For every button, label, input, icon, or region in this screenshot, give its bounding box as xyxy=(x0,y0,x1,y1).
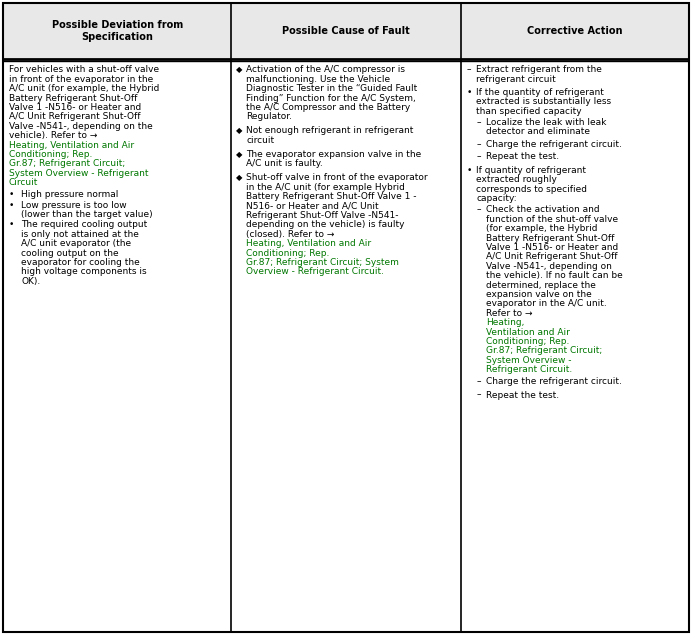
Text: Localize the leak with leak: Localize the leak with leak xyxy=(486,118,606,127)
Text: Battery Refrigerant Shut-Off: Battery Refrigerant Shut-Off xyxy=(9,93,138,103)
Text: If the quantity of refrigerant: If the quantity of refrigerant xyxy=(476,88,604,97)
Text: If quantity of refrigerant: If quantity of refrigerant xyxy=(476,166,586,175)
Text: Conditioning; Rep.: Conditioning; Rep. xyxy=(9,150,92,159)
Text: Refrigerant Shut-Off Valve -N541-: Refrigerant Shut-Off Valve -N541- xyxy=(246,211,399,220)
Text: (closed). Refer to →: (closed). Refer to → xyxy=(246,230,338,239)
Text: For vehicles with a shut-off valve: For vehicles with a shut-off valve xyxy=(9,65,159,74)
Text: Heating, Ventilation and Air: Heating, Ventilation and Air xyxy=(9,140,134,150)
Text: ◆: ◆ xyxy=(237,126,243,135)
Text: Circuit: Circuit xyxy=(9,178,38,187)
Text: Heating,: Heating, xyxy=(486,318,525,327)
Text: (for example, the Hybrid: (for example, the Hybrid xyxy=(486,224,597,233)
Text: The evaporator expansion valve in the: The evaporator expansion valve in the xyxy=(246,150,421,159)
Text: Gr.87; Refrigerant Circuit; System: Gr.87; Refrigerant Circuit; System xyxy=(246,258,399,267)
Text: evaporator in the A/C unit.: evaporator in the A/C unit. xyxy=(486,300,607,309)
Text: •: • xyxy=(9,201,15,210)
Text: in front of the evaporator in the: in front of the evaporator in the xyxy=(9,75,153,84)
Text: malfunctioning. Use the Vehicle: malfunctioning. Use the Vehicle xyxy=(246,75,390,84)
Text: –: – xyxy=(476,140,481,149)
Text: System Overview - Refrigerant: System Overview - Refrigerant xyxy=(9,169,149,178)
Text: Battery Refrigerant Shut-Off: Battery Refrigerant Shut-Off xyxy=(486,234,614,243)
Text: Repeat the test.: Repeat the test. xyxy=(486,391,559,399)
Text: corresponds to specified: corresponds to specified xyxy=(476,185,588,194)
Text: Battery Refrigerant Shut-Off Valve 1 -: Battery Refrigerant Shut-Off Valve 1 - xyxy=(246,192,417,201)
Text: Gr.87; Refrigerant Circuit;: Gr.87; Refrigerant Circuit; xyxy=(486,347,602,356)
Text: Valve 1 -N516- or Heater and: Valve 1 -N516- or Heater and xyxy=(9,103,141,112)
Text: Extract refrigerant from the: Extract refrigerant from the xyxy=(476,65,602,74)
Text: expansion valve on the: expansion valve on the xyxy=(486,290,592,299)
Text: •: • xyxy=(466,88,472,97)
Text: Low pressure is too low: Low pressure is too low xyxy=(21,201,127,210)
Text: Gr.87; Refrigerant Circuit;: Gr.87; Refrigerant Circuit; xyxy=(9,159,125,168)
Text: detector and eliminate: detector and eliminate xyxy=(486,128,590,137)
Text: Activation of the A/C compressor is: Activation of the A/C compressor is xyxy=(246,65,405,74)
Text: capacity:: capacity: xyxy=(476,194,517,203)
Text: A/C unit evaporator (the: A/C unit evaporator (the xyxy=(21,239,131,248)
Text: Possible Deviation from
Specification: Possible Deviation from Specification xyxy=(52,20,183,42)
Text: –: – xyxy=(476,152,481,161)
Text: Overview - Refrigerant Circuit.: Overview - Refrigerant Circuit. xyxy=(246,267,384,276)
Text: Valve -N541-, depending on: Valve -N541-, depending on xyxy=(486,262,612,271)
Text: High pressure normal: High pressure normal xyxy=(21,190,119,199)
Text: A/C Unit Refrigerant Shut-Off: A/C Unit Refrigerant Shut-Off xyxy=(9,112,140,121)
Text: Conditioning; Rep.: Conditioning; Rep. xyxy=(486,337,570,346)
Text: than specified capacity: than specified capacity xyxy=(476,107,582,116)
Text: Shut-off valve in front of the evaporator: Shut-off valve in front of the evaporato… xyxy=(246,173,428,182)
Text: Ventilation and Air: Ventilation and Air xyxy=(486,328,570,337)
Text: Valve -N541-, depending on the: Valve -N541-, depending on the xyxy=(9,122,153,131)
Text: the A/C Compressor and the Battery: the A/C Compressor and the Battery xyxy=(246,103,410,112)
Text: •: • xyxy=(466,166,472,175)
Text: N516- or Heater and A/C Unit: N516- or Heater and A/C Unit xyxy=(246,202,379,211)
Text: –: – xyxy=(476,206,481,215)
Text: evaporator for cooling the: evaporator for cooling the xyxy=(21,258,140,267)
Text: depending on the vehicle) is faulty: depending on the vehicle) is faulty xyxy=(246,220,405,229)
Text: refrigerant circuit: refrigerant circuit xyxy=(476,75,556,84)
Text: –: – xyxy=(466,65,471,74)
Text: Possible Cause of Fault: Possible Cause of Fault xyxy=(282,26,410,36)
Text: Not enough refrigerant in refrigerant: Not enough refrigerant in refrigerant xyxy=(246,126,414,135)
Text: ◆: ◆ xyxy=(237,65,243,74)
Text: Heating, Ventilation and Air: Heating, Ventilation and Air xyxy=(246,239,371,248)
Text: ◆: ◆ xyxy=(237,173,243,182)
Text: Charge the refrigerant circuit.: Charge the refrigerant circuit. xyxy=(486,140,622,149)
Text: A/C unit (for example, the Hybrid: A/C unit (for example, the Hybrid xyxy=(9,84,159,93)
Text: Diagnostic Tester in the “Guided Fault: Diagnostic Tester in the “Guided Fault xyxy=(246,84,417,93)
Text: –: – xyxy=(476,118,481,127)
Text: high voltage components is: high voltage components is xyxy=(21,267,147,276)
Text: circuit: circuit xyxy=(246,136,274,145)
Text: extracted roughly: extracted roughly xyxy=(476,175,557,184)
Text: ◆: ◆ xyxy=(237,150,243,159)
Text: is only not attained at the: is only not attained at the xyxy=(21,230,139,239)
Text: •: • xyxy=(9,190,15,199)
Text: •: • xyxy=(9,220,15,229)
Text: in the A/C unit (for example Hybrid: in the A/C unit (for example Hybrid xyxy=(246,183,405,192)
Text: Repeat the test.: Repeat the test. xyxy=(486,152,559,161)
Text: –: – xyxy=(476,377,481,387)
Text: OK).: OK). xyxy=(21,277,41,286)
Text: Regulator.: Regulator. xyxy=(246,112,292,121)
Bar xyxy=(3,3,689,59)
Text: Charge the refrigerant circuit.: Charge the refrigerant circuit. xyxy=(486,377,622,387)
Text: (lower than the target value): (lower than the target value) xyxy=(21,210,153,219)
Text: function of the shut-off valve: function of the shut-off valve xyxy=(486,215,618,224)
Text: –: – xyxy=(476,391,481,399)
Text: The required cooling output: The required cooling output xyxy=(21,220,147,229)
Text: Check the activation and: Check the activation and xyxy=(486,206,600,215)
Text: Conditioning; Rep.: Conditioning; Rep. xyxy=(246,249,329,258)
Text: cooling output on the: cooling output on the xyxy=(21,249,119,258)
Text: System Overview -: System Overview - xyxy=(486,356,572,364)
Text: vehicle). Refer to →: vehicle). Refer to → xyxy=(9,131,100,140)
Text: A/C Unit Refrigerant Shut-Off: A/C Unit Refrigerant Shut-Off xyxy=(486,253,617,262)
Text: determined, replace the: determined, replace the xyxy=(486,281,596,290)
Text: Refer to →: Refer to → xyxy=(486,309,536,318)
Text: A/C unit is faulty.: A/C unit is faulty. xyxy=(246,159,323,168)
Text: Corrective Action: Corrective Action xyxy=(527,26,623,36)
Text: Finding” Function for the A/C System,: Finding” Function for the A/C System, xyxy=(246,93,416,103)
Text: the vehicle). If no fault can be: the vehicle). If no fault can be xyxy=(486,271,623,280)
Text: Valve 1 -N516- or Heater and: Valve 1 -N516- or Heater and xyxy=(486,243,618,252)
Text: extracted is substantially less: extracted is substantially less xyxy=(476,97,612,106)
Text: Refrigerant Circuit.: Refrigerant Circuit. xyxy=(486,365,572,374)
